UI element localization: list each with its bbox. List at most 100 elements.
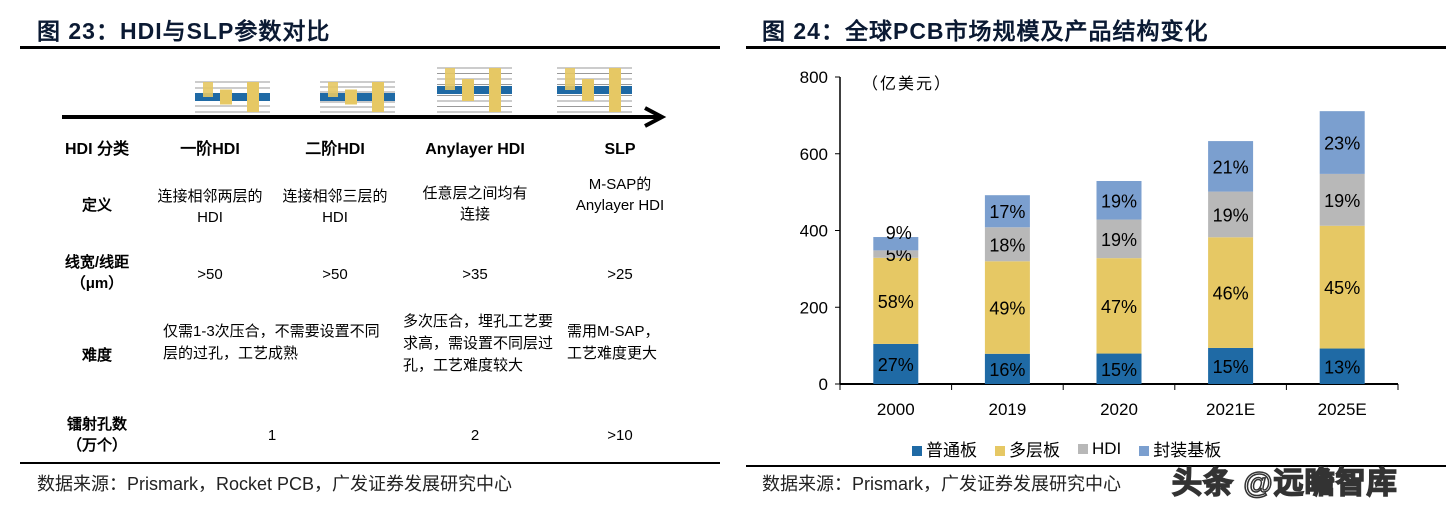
data-label: 58% [878, 292, 914, 312]
data-label: 9% [886, 223, 912, 243]
bar-segment-封装基板 [873, 237, 919, 251]
legend-swatch [912, 446, 922, 456]
bar-segment-多层板 [1208, 237, 1254, 348]
legend-item: 封装基板 [1139, 436, 1221, 461]
data-label: 45% [1324, 278, 1360, 298]
linewidth-cell: >50 [197, 266, 223, 283]
x-tick-label: 2021E [1206, 400, 1255, 419]
figure-24-title: 图 24：全球PCB市场规模及产品结构变化 [762, 18, 1209, 44]
bar-segment-多层板 [1096, 258, 1142, 354]
definition-cell: M-SAP的Anylayer HDI [575, 176, 665, 214]
column-header: 二阶HDI [305, 141, 365, 158]
linewidth-cell: >50 [322, 266, 348, 283]
data-label: 18% [989, 235, 1025, 255]
laser-hole-cell: 1 [267, 427, 277, 444]
data-label: 19% [1101, 191, 1137, 211]
data-label: 27% [878, 355, 914, 375]
data-label: 15% [1101, 360, 1137, 380]
bar-segment-多层板 [873, 257, 919, 344]
laser-hole-cell: 2 [470, 427, 480, 444]
bar-segment-HDI [1096, 219, 1142, 259]
column-header: SLP [604, 141, 636, 158]
data-label: 23% [1324, 134, 1360, 154]
chart-legend: 普通板 多层板 HDI 封装基板 [912, 436, 1221, 461]
legend-label: HDI [1092, 438, 1122, 458]
bar-segment-普通板 [1319, 348, 1365, 384]
source-rule [746, 465, 1446, 467]
column-header: 一阶HDI [180, 141, 240, 158]
hdi-evolution-diagram [62, 67, 667, 128]
x-tick-label: 2019 [988, 400, 1026, 419]
arrow-head-icon [644, 106, 667, 128]
data-label: 19% [1101, 230, 1137, 250]
data-label: 13% [1324, 357, 1360, 377]
figure-23-title: 图 23：HDI与SLP参数对比 [37, 18, 331, 44]
difficulty-cell: 需用M-SAP，工艺难度更大 [567, 323, 660, 362]
row-label: 线宽/线距（μm） [64, 254, 130, 292]
linewidth-cell: >25 [607, 266, 633, 283]
x-tick-label: 2000 [877, 400, 915, 419]
bar-segment-普通板 [984, 353, 1030, 384]
data-label: 15% [1213, 357, 1249, 377]
bar-segment-HDI [873, 250, 919, 258]
title-divider [20, 46, 720, 49]
data-label: 47% [1101, 297, 1137, 317]
pcb-stack-icon [195, 81, 270, 113]
legend-swatch [995, 446, 1005, 456]
row-label: 镭射孔数（万个） [66, 416, 127, 454]
table-bottom-rule [20, 462, 720, 464]
legend-item: 多层板 [995, 436, 1060, 461]
data-label: 16% [989, 360, 1025, 380]
pcb-stack-icon [320, 81, 395, 113]
bar-segment-普通板 [873, 343, 919, 384]
y-tick-label: 0 [819, 375, 828, 394]
legend-item: 普通板 [912, 436, 977, 461]
row-label: 定义 [81, 197, 113, 214]
definition-cell: 连接相邻三层的HDI [282, 188, 388, 226]
bar-segment-HDI [1208, 191, 1254, 238]
data-label: 19% [1213, 205, 1249, 225]
bar-segment-多层板 [984, 261, 1030, 354]
legend-label: 封装基板 [1153, 441, 1222, 460]
legend-item: HDI [1078, 439, 1121, 459]
data-label: 46% [1213, 284, 1249, 304]
unit-label: （亿美元） [862, 76, 953, 93]
definition-cell: 任意层之间均有连接 [422, 185, 528, 223]
bar-segment-封装基板 [1096, 180, 1142, 220]
bar-segment-封装基板 [1319, 111, 1365, 174]
y-tick-label: 800 [800, 68, 828, 87]
x-tick-label: 2020 [1100, 400, 1138, 419]
bar-segment-HDI [984, 227, 1030, 262]
y-tick-label: 600 [800, 145, 828, 164]
linewidth-cell: >35 [462, 266, 488, 283]
column-header: Anylayer HDI [425, 141, 525, 158]
difficulty-cell: 多次压合，埋孔工艺要求高，需设置不同层过孔，工艺难度较大 [403, 313, 554, 374]
bar-segment-普通板 [1208, 347, 1254, 384]
legend-swatch [1139, 446, 1150, 456]
pcb-market-chart: 0200400600800200027%58%5%9%201916%49%18%… [800, 68, 1399, 419]
bar-segment-多层板 [1319, 225, 1365, 349]
right-source: 数据来源：Prismark，广发证券发展研究中心 [762, 474, 1121, 494]
legend-label: 普通板 [926, 441, 977, 460]
pcb-stack-icon [437, 67, 512, 113]
column-header: HDI 分类 [64, 141, 130, 158]
pcb-stack-icon [557, 67, 632, 113]
definition-cell: 连接相邻两层的HDI [157, 188, 263, 226]
bar-segment-封装基板 [984, 195, 1030, 228]
data-label: 17% [989, 202, 1025, 222]
bar-segment-HDI [1319, 173, 1365, 226]
y-tick-label: 400 [800, 222, 828, 241]
data-label: 49% [989, 299, 1025, 319]
row-label: 难度 [81, 347, 113, 364]
difficulty-cell: 仅需1-3次压合，不需要设置不同层的过孔，工艺成熟 [163, 323, 380, 362]
bar-segment-普通板 [1096, 353, 1142, 384]
title-divider [746, 46, 1446, 49]
watermark: 头条 @远瞻智库 [1171, 466, 1398, 501]
legend-swatch [1078, 443, 1088, 454]
left-source: 数据来源：Prismark，Rocket PCB，广发证券发展研究中心 [37, 474, 513, 494]
data-label: 21% [1213, 157, 1249, 177]
y-tick-label: 200 [800, 298, 828, 317]
bar-segment-封装基板 [1208, 141, 1254, 192]
x-tick-label: 2025E [1318, 400, 1367, 419]
legend-label: 多层板 [1009, 441, 1060, 460]
